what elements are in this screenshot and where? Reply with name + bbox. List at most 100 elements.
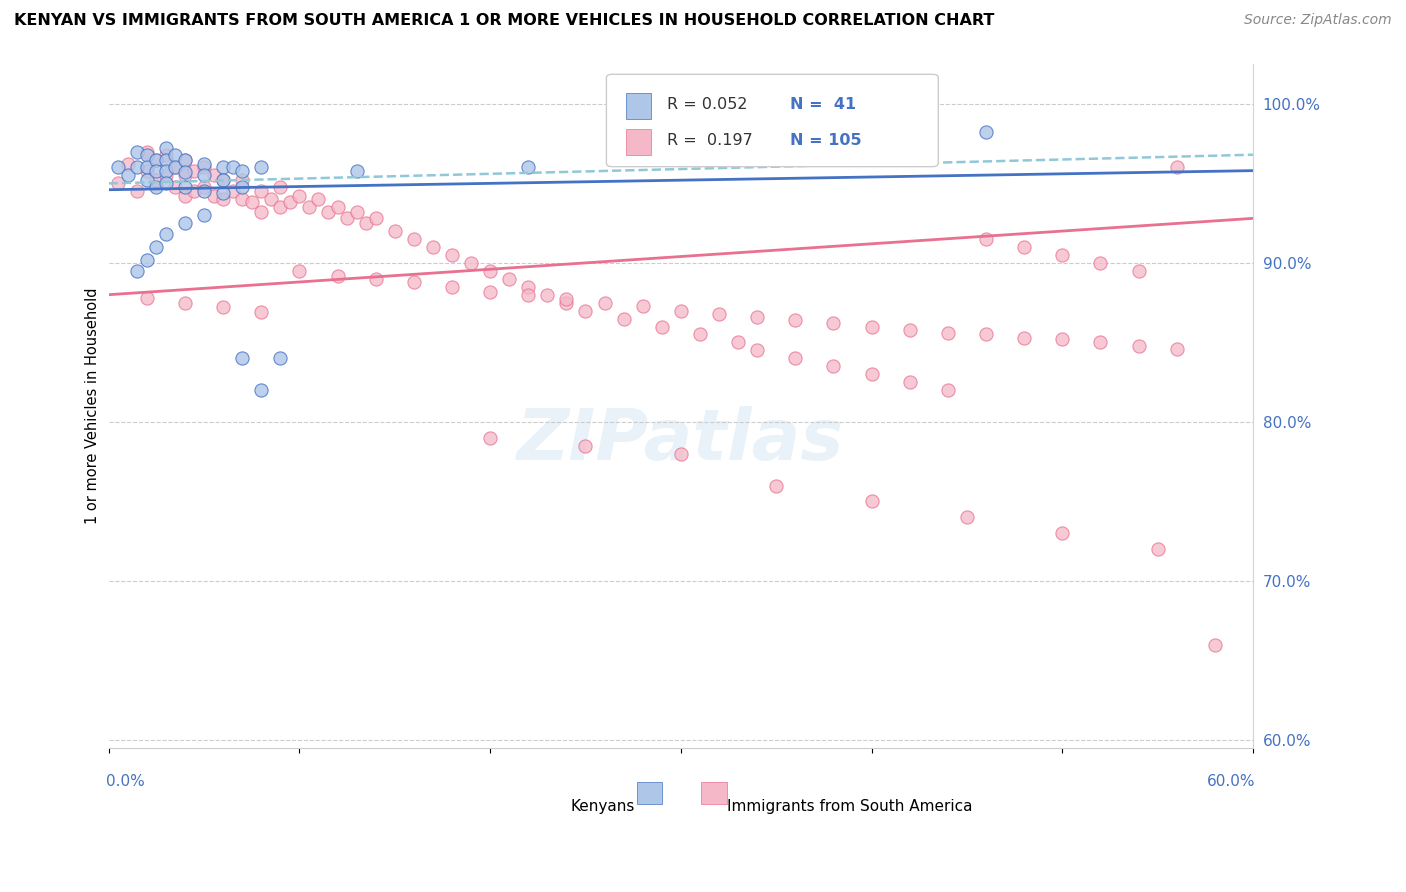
- Point: [174, 169, 197, 183]
- Point: [1146, 542, 1168, 557]
- Point: [240, 195, 263, 210]
- Text: 60.0%: 60.0%: [1206, 773, 1256, 789]
- Text: Kenyans: Kenyans: [571, 799, 636, 814]
- Point: [135, 291, 157, 305]
- Point: [174, 165, 197, 179]
- Point: [460, 256, 482, 270]
- Point: [555, 295, 578, 310]
- Point: [135, 252, 157, 267]
- Point: [613, 311, 636, 326]
- Point: [155, 227, 177, 242]
- FancyBboxPatch shape: [606, 74, 938, 167]
- Point: [745, 343, 768, 358]
- Text: ZIPatlas: ZIPatlas: [517, 406, 845, 475]
- Point: [250, 305, 273, 319]
- Text: N =  41: N = 41: [790, 97, 856, 112]
- Point: [974, 125, 997, 139]
- Point: [174, 153, 197, 167]
- Point: [174, 189, 197, 203]
- Point: [155, 141, 177, 155]
- Point: [860, 494, 883, 508]
- Point: [1052, 526, 1074, 541]
- Point: [193, 208, 215, 222]
- Point: [364, 211, 387, 226]
- Point: [135, 173, 157, 187]
- Point: [336, 211, 359, 226]
- Point: [823, 359, 845, 374]
- Point: [183, 163, 205, 178]
- Point: [193, 169, 215, 183]
- Point: [574, 303, 596, 318]
- Point: [269, 179, 291, 194]
- Point: [193, 179, 215, 194]
- Point: [231, 351, 253, 366]
- Point: [135, 163, 157, 178]
- FancyBboxPatch shape: [702, 782, 727, 804]
- Point: [1052, 332, 1074, 346]
- Point: [145, 153, 167, 167]
- Point: [555, 293, 578, 307]
- Point: [765, 478, 787, 492]
- Point: [1128, 264, 1150, 278]
- Point: [745, 310, 768, 324]
- Point: [165, 179, 187, 194]
- Point: [498, 272, 520, 286]
- Point: [517, 279, 540, 293]
- Point: [145, 173, 167, 187]
- Text: R =  0.197: R = 0.197: [666, 133, 752, 148]
- Point: [479, 264, 502, 278]
- Point: [898, 375, 921, 389]
- Point: [956, 510, 979, 524]
- Point: [1166, 342, 1188, 356]
- FancyBboxPatch shape: [626, 93, 651, 119]
- Point: [127, 184, 149, 198]
- Text: KENYAN VS IMMIGRANTS FROM SOUTH AMERICA 1 OR MORE VEHICLES IN HOUSEHOLD CORRELAT: KENYAN VS IMMIGRANTS FROM SOUTH AMERICA …: [14, 13, 994, 29]
- Point: [669, 303, 692, 318]
- Point: [193, 161, 215, 175]
- Point: [479, 285, 502, 299]
- Point: [107, 161, 129, 175]
- Point: [1090, 335, 1112, 350]
- Point: [288, 189, 311, 203]
- Text: R = 0.052: R = 0.052: [666, 97, 748, 112]
- Point: [212, 161, 235, 175]
- Point: [145, 240, 167, 254]
- Point: [669, 447, 692, 461]
- Point: [117, 169, 139, 183]
- Point: [127, 145, 149, 159]
- Point: [1204, 638, 1226, 652]
- Point: [231, 179, 253, 194]
- Point: [307, 192, 329, 206]
- Point: [212, 173, 235, 187]
- Point: [326, 200, 349, 214]
- Point: [364, 272, 387, 286]
- Point: [250, 383, 273, 397]
- Point: [231, 192, 253, 206]
- Point: [974, 327, 997, 342]
- Point: [155, 177, 177, 191]
- Point: [785, 313, 807, 327]
- Point: [326, 268, 349, 283]
- Y-axis label: 1 or more Vehicles in Household: 1 or more Vehicles in Household: [86, 288, 100, 524]
- Point: [402, 232, 425, 246]
- Point: [1012, 331, 1035, 345]
- Point: [1012, 240, 1035, 254]
- Point: [1052, 248, 1074, 262]
- Point: [183, 184, 205, 198]
- Point: [278, 195, 301, 210]
- Text: 0.0%: 0.0%: [107, 773, 145, 789]
- Point: [165, 161, 187, 175]
- Point: [422, 240, 444, 254]
- Point: [250, 205, 273, 219]
- Point: [402, 275, 425, 289]
- Point: [269, 200, 291, 214]
- Point: [212, 173, 235, 187]
- Point: [155, 163, 177, 178]
- Point: [689, 327, 711, 342]
- Point: [221, 161, 243, 175]
- Text: Immigrants from South America: Immigrants from South America: [727, 799, 972, 814]
- Point: [316, 205, 339, 219]
- Point: [193, 184, 215, 198]
- Point: [384, 224, 406, 238]
- Point: [135, 161, 157, 175]
